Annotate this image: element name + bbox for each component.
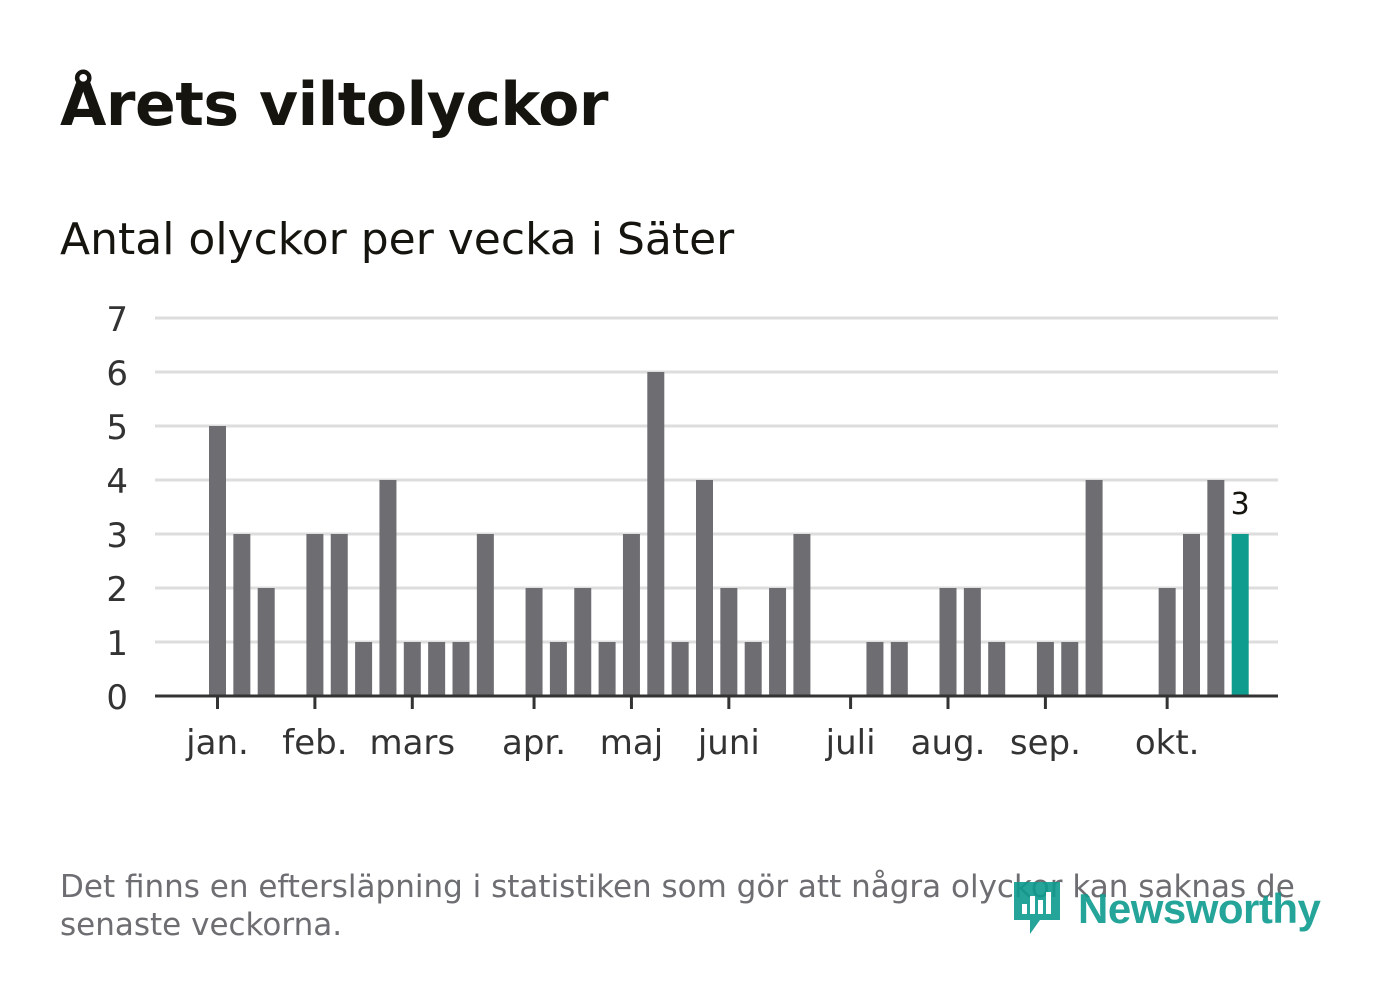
x-tick-label-juli: juli [825, 723, 876, 763]
data-labels: 3 [1231, 487, 1250, 522]
y-tick-label: 2 [106, 570, 128, 610]
x-tick-label-maj: maj [600, 723, 663, 763]
x-tick-label-jan: jan. [185, 723, 249, 763]
x-tick-label-mars: mars [369, 723, 455, 763]
bar-week-41 [1183, 534, 1200, 696]
bars [209, 372, 1249, 696]
bar-week-15 [549, 642, 567, 696]
brand-name: Newsworthy [1078, 885, 1321, 932]
x-tick-label-feb: feb. [282, 723, 347, 763]
bar-week-21 [696, 480, 713, 696]
bar-week-3 [257, 588, 275, 696]
x-tick-label-apr: apr. [502, 723, 566, 763]
bar-week-14 [525, 588, 543, 696]
bar-week-35 [1036, 642, 1054, 696]
bar-week-33 [988, 642, 1006, 696]
bar-week-10 [428, 642, 446, 696]
bar-week-42 [1207, 480, 1225, 696]
bar-week-17 [598, 642, 616, 696]
bar-week-9 [403, 642, 421, 696]
y-tick-label: 4 [106, 462, 128, 502]
bar-week-28 [866, 642, 884, 696]
bar-week-12 [476, 534, 494, 696]
y-tick-label: 6 [106, 354, 128, 394]
bar-week-24 [769, 588, 787, 696]
bar-week-2 [233, 534, 251, 696]
newsworthy-logo-icon [1014, 882, 1060, 934]
bar-week-18 [622, 534, 640, 696]
chart-subtitle: Antal olyckor per vecka i Säter [60, 214, 735, 265]
y-tick-label: 1 [106, 624, 128, 664]
y-tick-label: 7 [106, 300, 128, 340]
x-tick-label-juni: juni [697, 723, 760, 763]
bar-week-16 [574, 588, 592, 696]
bar-week-31 [939, 588, 957, 696]
bar-week-19 [647, 372, 665, 696]
bar-week-29 [890, 642, 908, 696]
bar-week-5 [306, 534, 324, 696]
bar-week-20 [671, 642, 689, 696]
brand-logo: Newsworthy [1010, 878, 1321, 940]
x-axis-ticks: jan. feb. mars apr. maj juni juli aug. sep. okt. [185, 696, 1199, 763]
bar-week-11 [452, 642, 470, 696]
y-tick-label: 3 [106, 516, 128, 556]
footnote: Det finns en eftersläpning i statistiken… [60, 869, 1295, 943]
data-label-latest-week: 3 [1231, 487, 1250, 522]
bar-week-32 [963, 588, 981, 696]
bar-week-25 [793, 534, 811, 696]
y-tick-label: 5 [106, 408, 128, 448]
bar-highlight-week-43 [1231, 534, 1249, 696]
y-axis-ticks: 0 1 2 3 4 5 6 7 [106, 300, 128, 718]
x-tick-label-sep: sep. [1010, 723, 1081, 763]
bar-week-23 [744, 642, 762, 696]
bar-week-40 [1158, 588, 1176, 696]
x-tick-label-aug: aug. [911, 723, 986, 763]
gridlines [155, 316, 1278, 644]
bar-week-36 [1061, 642, 1079, 696]
y-tick-label: 0 [106, 678, 128, 718]
bar-week-22 [720, 588, 738, 696]
bar-chart: 0 1 2 3 4 5 6 7 jan. feb. mars apr. maj juni juli aug.… [106, 300, 1278, 763]
bar-week-6 [330, 534, 348, 696]
bar-week-7 [355, 642, 373, 696]
bar-week-1 [209, 426, 226, 696]
bar-week-37 [1085, 480, 1103, 696]
bar-week-8 [379, 480, 397, 696]
x-tick-label-okt: okt. [1135, 723, 1200, 763]
chart-title: Årets viltolyckor [60, 70, 609, 140]
